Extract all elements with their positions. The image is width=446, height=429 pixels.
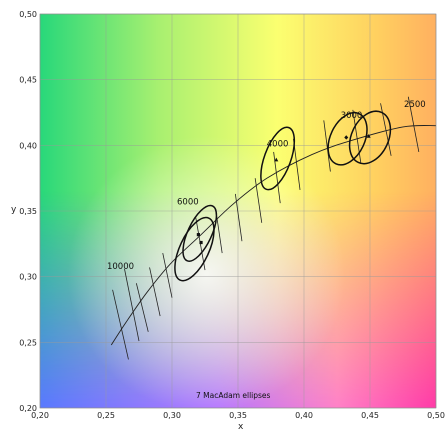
isotemperature-line (273, 151, 281, 204)
annotation-caption: 7 MacAdam ellipses (196, 391, 271, 400)
x-tick-label: 0,35 (229, 411, 247, 420)
y-tick-label: 0,25 (19, 338, 37, 347)
cct-label: 10000 (107, 262, 134, 272)
center-point-triangle (274, 157, 279, 162)
y-tick-label: 0,50 (19, 10, 37, 19)
macadam-ellipse (348, 110, 392, 165)
macadam-ellipses (174, 110, 392, 282)
x-tick-label: 0,45 (361, 411, 379, 420)
ellipse-centers (196, 133, 371, 245)
x-tick-label: 0,50 (427, 411, 445, 420)
plot-frame (39, 13, 437, 409)
cct-label: 2500 (404, 100, 426, 110)
center-point-diamond (344, 135, 349, 140)
x-tick-label: 0,30 (163, 411, 181, 420)
planckian-locus (110, 125, 436, 346)
y-tick-label: 0,20 (19, 404, 37, 413)
x-tick-labels: 0,20 0,25 0,30 0,35 0,40 0,45 0,50 (31, 411, 445, 420)
x-tick-label: 0,40 (295, 411, 313, 420)
isotemperature-line (112, 289, 129, 360)
y-tick-label: 0,30 (19, 273, 37, 282)
center-point-square (199, 240, 203, 245)
macadam-ellipse (182, 204, 218, 262)
isotemperature-line (135, 283, 149, 332)
y-axis-label: y (11, 205, 17, 215)
isotemperature-line (162, 252, 173, 298)
y-tick-label: 0,45 (19, 76, 37, 85)
cct-label: 6000 (177, 197, 199, 207)
macadam-ellipse (260, 126, 296, 191)
macadam-ellipse (327, 111, 368, 166)
x-tick-label: 0,25 (97, 411, 115, 420)
y-tick-labels: 0,20 0,25 0,30 0,35 0,40 0,45 0,50 (19, 10, 37, 413)
y-tick-label: 0,40 (19, 141, 37, 150)
x-axis-label: x (238, 422, 244, 429)
cct-label: 3000 (341, 111, 363, 121)
center-point-square (196, 233, 200, 237)
macadam-ellipse (174, 216, 215, 282)
isotemperature-line (149, 267, 161, 317)
cct-labels: 10000 6000 4000 3000 2500 (107, 100, 426, 272)
x-tick-label: 0,20 (31, 411, 49, 420)
y-tick-label: 0,35 (19, 207, 37, 216)
isotemperature-line (124, 268, 140, 342)
center-point-triangle (366, 133, 371, 138)
isotemperature-line (407, 96, 420, 152)
isotemperature-line (323, 120, 331, 172)
cct-label: 4000 (267, 140, 289, 150)
